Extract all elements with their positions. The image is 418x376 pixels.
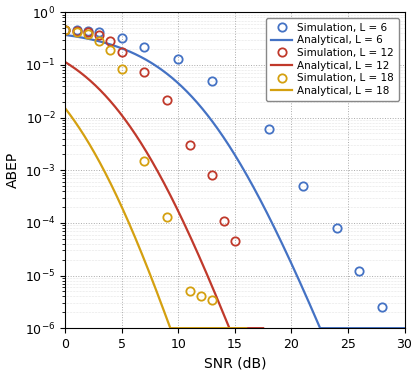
Simulation, L = 12 xyxy=(108,39,113,44)
Simulation, L = 6 xyxy=(357,269,362,274)
Simulation, L = 18 xyxy=(108,48,113,53)
Line: Simulation, L = 18: Simulation, L = 18 xyxy=(61,26,217,304)
Simulation, L = 6 xyxy=(74,28,79,32)
Simulation, L = 18 xyxy=(85,32,90,37)
Analytical, L = 12 xyxy=(63,60,68,64)
Simulation, L = 6 xyxy=(85,29,90,33)
Simulation, L = 6 xyxy=(334,226,339,230)
Simulation, L = 12 xyxy=(187,143,192,147)
Simulation, L = 12 xyxy=(210,173,215,177)
Simulation, L = 18 xyxy=(210,297,215,302)
Simulation, L = 12 xyxy=(164,97,169,102)
Simulation, L = 6 xyxy=(119,36,124,41)
Simulation, L = 18 xyxy=(142,159,147,163)
Analytical, L = 12 xyxy=(114,106,119,110)
Simulation, L = 12 xyxy=(85,30,90,35)
Analytical, L = 6 xyxy=(123,47,128,52)
Simulation, L = 12 xyxy=(232,239,237,243)
Line: Analytical, L = 18: Analytical, L = 18 xyxy=(65,108,246,328)
Analytical, L = 18 xyxy=(168,326,173,331)
Line: Simulation, L = 12: Simulation, L = 12 xyxy=(61,26,239,245)
Analytical, L = 12 xyxy=(152,164,157,168)
Simulation, L = 6 xyxy=(300,184,305,188)
Analytical, L = 6 xyxy=(63,33,68,37)
Analytical, L = 12 xyxy=(227,326,232,331)
Analytical, L = 18 xyxy=(145,265,150,269)
Simulation, L = 6 xyxy=(176,57,181,61)
Analytical, L = 12 xyxy=(195,250,200,255)
Analytical, L = 6 xyxy=(318,326,323,331)
Simulation, L = 6 xyxy=(210,79,215,83)
Analytical, L = 6 xyxy=(319,326,324,331)
Simulation, L = 18 xyxy=(119,67,124,71)
Analytical, L = 12 xyxy=(212,289,217,294)
Line: Simulation, L = 6: Simulation, L = 6 xyxy=(61,26,386,311)
Simulation, L = 18 xyxy=(199,294,204,299)
Simulation, L = 6 xyxy=(97,30,102,35)
Analytical, L = 18 xyxy=(63,106,68,111)
Line: Analytical, L = 6: Analytical, L = 6 xyxy=(65,35,405,328)
Analytical, L = 6 xyxy=(263,207,268,212)
Analytical, L = 6 xyxy=(289,262,294,267)
Simulation, L = 6 xyxy=(63,27,68,32)
Analytical, L = 18 xyxy=(109,183,114,188)
Simulation, L = 6 xyxy=(142,45,147,49)
Simulation, L = 18 xyxy=(97,38,102,43)
Analytical, L = 18 xyxy=(170,326,175,331)
Analytical, L = 12 xyxy=(98,88,103,92)
Simulation, L = 12 xyxy=(97,33,102,37)
Y-axis label: ABEP: ABEP xyxy=(5,152,20,188)
Simulation, L = 12 xyxy=(119,49,124,54)
Analytical, L = 12 xyxy=(260,326,265,331)
Simulation, L = 18 xyxy=(187,289,192,294)
X-axis label: SNR (dB): SNR (dB) xyxy=(204,356,266,370)
Simulation, L = 12 xyxy=(63,27,68,32)
Analytical, L = 6 xyxy=(402,326,407,331)
Analytical, L = 6 xyxy=(150,61,155,66)
Legend: Simulation, L = 6, Analytical, L = 6, Simulation, L = 12, Analytical, L = 12, Si: Simulation, L = 6, Analytical, L = 6, Si… xyxy=(266,18,399,101)
Simulation, L = 12 xyxy=(221,218,226,223)
Analytical, L = 12 xyxy=(179,217,184,221)
Analytical, L = 18 xyxy=(95,156,100,160)
Simulation, L = 12 xyxy=(74,28,79,33)
Simulation, L = 6 xyxy=(380,305,385,309)
Analytical, L = 18 xyxy=(184,326,189,331)
Simulation, L = 12 xyxy=(142,69,147,74)
Analytical, L = 6 xyxy=(216,128,221,132)
Analytical, L = 18 xyxy=(199,326,204,331)
Simulation, L = 18 xyxy=(63,28,68,32)
Simulation, L = 18 xyxy=(164,215,169,219)
Line: Analytical, L = 12: Analytical, L = 12 xyxy=(65,62,263,328)
Simulation, L = 18 xyxy=(74,29,79,34)
Analytical, L = 18 xyxy=(244,326,249,331)
Simulation, L = 6 xyxy=(266,127,271,132)
